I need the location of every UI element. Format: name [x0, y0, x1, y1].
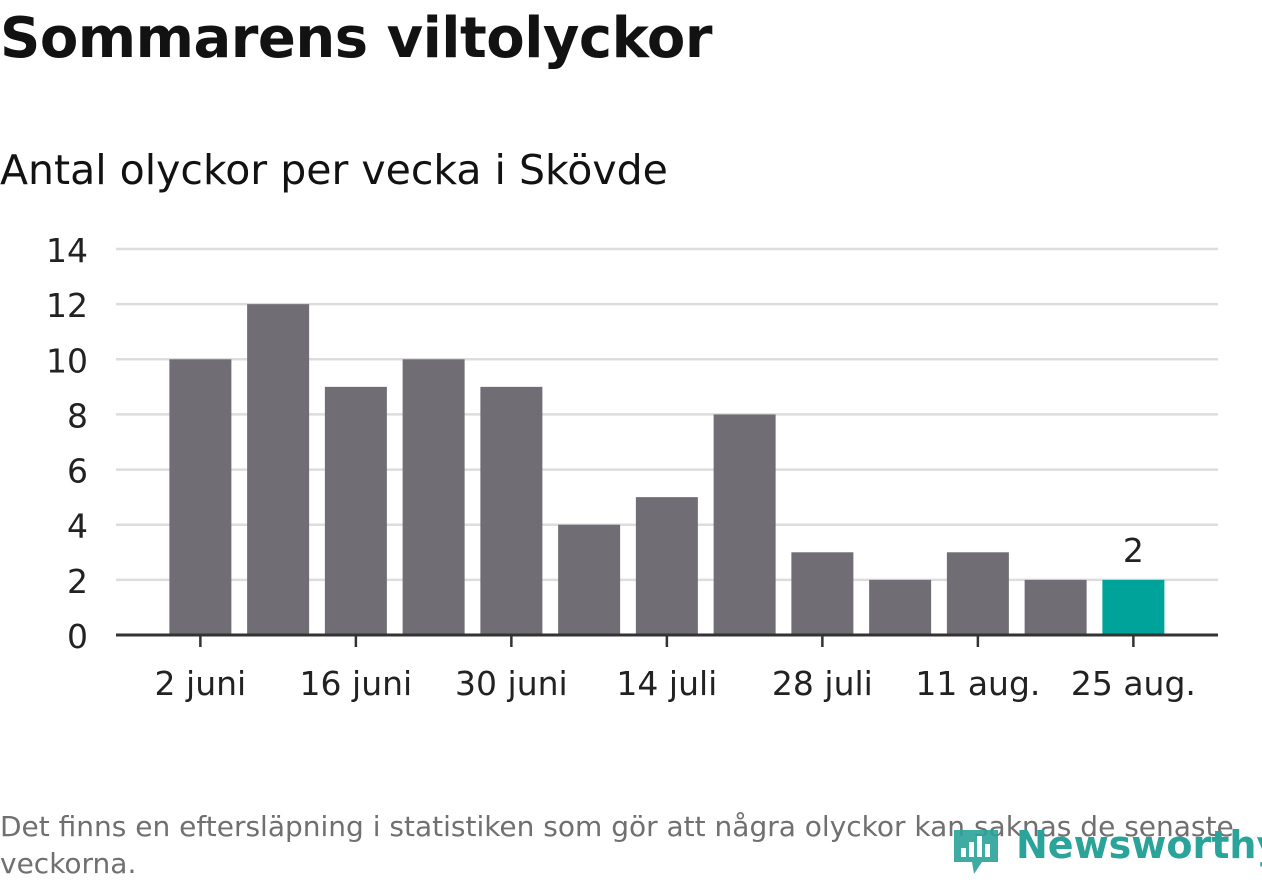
x-tick-label: 16 juni	[300, 664, 413, 703]
y-tick-label: 4	[67, 507, 88, 546]
bar	[169, 359, 232, 635]
footnote: Det finns en eftersläpning i statistiken…	[0, 810, 1234, 880]
y-tick-label: 12	[46, 286, 88, 325]
data-labels: 2	[1123, 531, 1144, 570]
newsworthy-logo-icon	[954, 830, 998, 874]
chart-title: Sommarens viltolyckor	[0, 6, 712, 71]
y-tick-label: 2	[67, 562, 88, 601]
bar	[791, 552, 854, 635]
bar	[402, 359, 465, 635]
bar-highlighted	[1102, 579, 1165, 635]
y-tick-label: 10	[46, 341, 88, 380]
y-tick-label: 8	[67, 396, 88, 435]
x-tick-label: 14 juli	[616, 664, 717, 703]
bar	[869, 579, 932, 635]
bar	[946, 552, 1009, 635]
bar	[324, 386, 387, 635]
x-axis: 2 juni 16 juni 30 juni 14 juli 28 juli 11 aug…	[116, 633, 1218, 703]
y-axis-tick-labels: 0 2 4 6 8 10 12 14	[46, 231, 88, 656]
y-tick-label: 6	[67, 452, 88, 491]
x-tick-label: 28 juli	[772, 664, 873, 703]
y-tick-label: 0	[67, 617, 88, 656]
chart-subtitle: Antal olyckor per vecka i Skövde	[0, 146, 668, 194]
x-tick-label: 11 aug.	[915, 664, 1040, 703]
y-tick-label: 14	[46, 231, 88, 270]
x-tick-label: 30 juni	[455, 664, 568, 703]
bar	[480, 386, 543, 635]
brand-logo: Newsworthy	[954, 823, 1262, 874]
bar	[713, 414, 776, 635]
bars	[169, 304, 1165, 635]
brand-name: Newsworthy	[1016, 823, 1262, 867]
bar	[558, 524, 621, 635]
x-tick-label: 2 juni	[155, 664, 247, 703]
bar	[635, 497, 698, 635]
bar	[1024, 579, 1087, 635]
bar	[247, 304, 310, 635]
x-tick-label: 25 aug.	[1071, 664, 1196, 703]
bar-value-label: 2	[1123, 531, 1144, 570]
